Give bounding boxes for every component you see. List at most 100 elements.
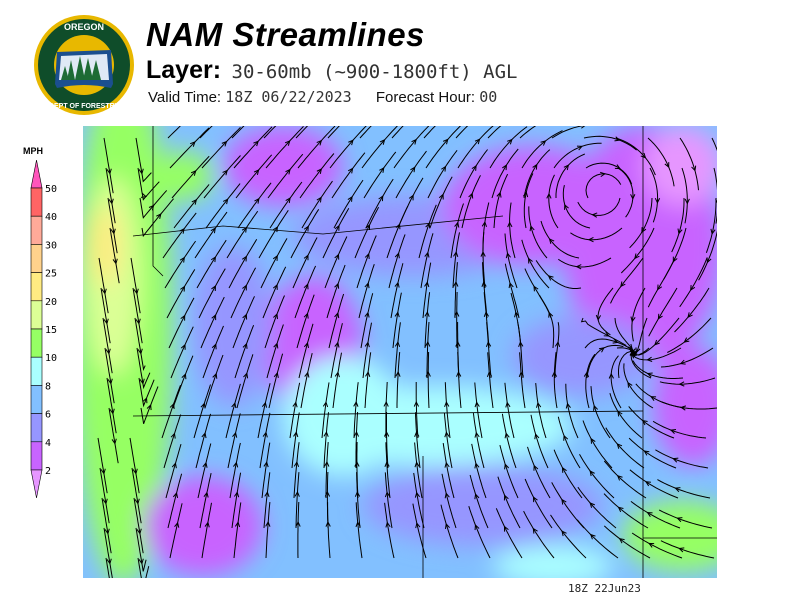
streamline-arrow <box>657 313 663 320</box>
streamline <box>321 382 330 439</box>
streamline <box>109 227 120 284</box>
valid-time-row: Valid Time: 18Z 06/22/2023 Forecast Hour… <box>148 88 497 106</box>
streamline <box>535 260 582 289</box>
streamline-arrow <box>354 460 360 467</box>
streamline-arrow <box>364 282 370 289</box>
streamline <box>629 469 679 499</box>
streamline-arrow <box>394 340 401 347</box>
streamline-arrow <box>548 311 554 318</box>
streamline <box>132 287 143 344</box>
streamline <box>630 350 652 379</box>
streamline-arrow <box>170 432 176 439</box>
streamline <box>141 198 174 238</box>
streamline <box>603 525 651 559</box>
streamline <box>583 135 637 151</box>
streamline <box>519 352 526 409</box>
streamline <box>262 266 287 319</box>
streamline <box>98 257 109 314</box>
streamline <box>623 363 654 409</box>
streamline <box>423 126 436 139</box>
streamline-arrow <box>618 538 625 544</box>
streamline-arrow <box>212 372 218 379</box>
streamline <box>457 352 462 409</box>
streamline-arrow <box>442 138 449 145</box>
legend-tick-label: 25 <box>45 269 57 280</box>
streamline-arrow <box>334 224 340 231</box>
streamline <box>597 287 614 336</box>
streamline-arrow <box>617 506 624 513</box>
streamline <box>499 444 519 499</box>
streamline <box>233 126 273 169</box>
legend-tick-label: 15 <box>45 325 57 336</box>
streamline <box>299 153 335 199</box>
streamline-arrow <box>518 340 524 347</box>
streamline-arrow <box>617 410 623 417</box>
streamline <box>679 137 699 191</box>
streamlines <box>97 126 717 578</box>
wind-speed-shading <box>83 126 717 578</box>
streamline <box>169 503 183 559</box>
streamline-arrow <box>630 353 637 359</box>
streamline-arrow <box>657 284 663 291</box>
streamline-arrow <box>533 285 539 292</box>
streamline-arrow <box>303 225 309 232</box>
streamline-arrow <box>518 371 524 378</box>
streamline <box>323 412 329 469</box>
streamline <box>167 126 181 139</box>
streamline-arrow <box>284 140 291 146</box>
streamline <box>263 472 271 529</box>
streamline <box>426 321 430 378</box>
streamline-arrow <box>181 373 187 380</box>
svg-text:DEPT OF FORESTRY: DEPT OF FORESTRY <box>49 103 119 110</box>
streamline <box>297 501 300 559</box>
streamline <box>385 442 391 499</box>
streamline-arrow <box>322 401 329 408</box>
page-title: NAM Streamlines <box>146 16 425 53</box>
streamline <box>610 355 622 409</box>
state-boundaries <box>132 126 717 578</box>
streamline-arrow <box>561 530 567 537</box>
streamline <box>551 126 585 139</box>
streamline-arrow <box>101 288 107 295</box>
streamline-arrow <box>253 140 259 147</box>
streamline <box>585 162 633 185</box>
streamline <box>385 381 388 439</box>
streamline <box>482 232 486 289</box>
streamline-arrow <box>323 430 329 437</box>
streamline <box>609 393 643 439</box>
streamline <box>354 206 380 259</box>
streamline-arrow <box>334 282 340 289</box>
streamline-arrow <box>273 371 279 378</box>
streamline-arrow <box>379 139 386 145</box>
streamline-arrow <box>364 252 370 260</box>
streamline-arrow <box>102 498 108 505</box>
streamline-arrow <box>444 522 450 530</box>
streamline <box>455 126 469 139</box>
streamline <box>535 383 547 439</box>
streamline-arrow <box>334 371 340 378</box>
streamline <box>472 413 485 469</box>
streamline-arrow <box>190 170 197 176</box>
streamline <box>164 240 197 289</box>
streamline <box>135 527 147 572</box>
streamline-arrow <box>324 460 330 467</box>
streamline <box>579 453 615 499</box>
streamline-arrow <box>111 438 117 445</box>
streamline-arrow <box>171 462 177 469</box>
streamline <box>555 153 586 198</box>
streamline-arrow <box>169 402 175 409</box>
streamline-arrow <box>646 356 653 362</box>
streamline-arrow <box>485 340 492 347</box>
streamline <box>471 443 487 499</box>
streamline <box>234 325 255 379</box>
streamline-arrow <box>231 402 237 409</box>
streamline-arrow <box>684 198 690 205</box>
streamline <box>131 467 142 524</box>
streamline-arrow <box>210 256 217 263</box>
streamline <box>523 149 551 199</box>
streamline-arrow <box>674 487 681 493</box>
streamline-arrow <box>646 372 653 378</box>
streamline-arrow <box>148 204 155 211</box>
streamline <box>193 384 211 439</box>
streamline-arrow <box>561 498 567 505</box>
